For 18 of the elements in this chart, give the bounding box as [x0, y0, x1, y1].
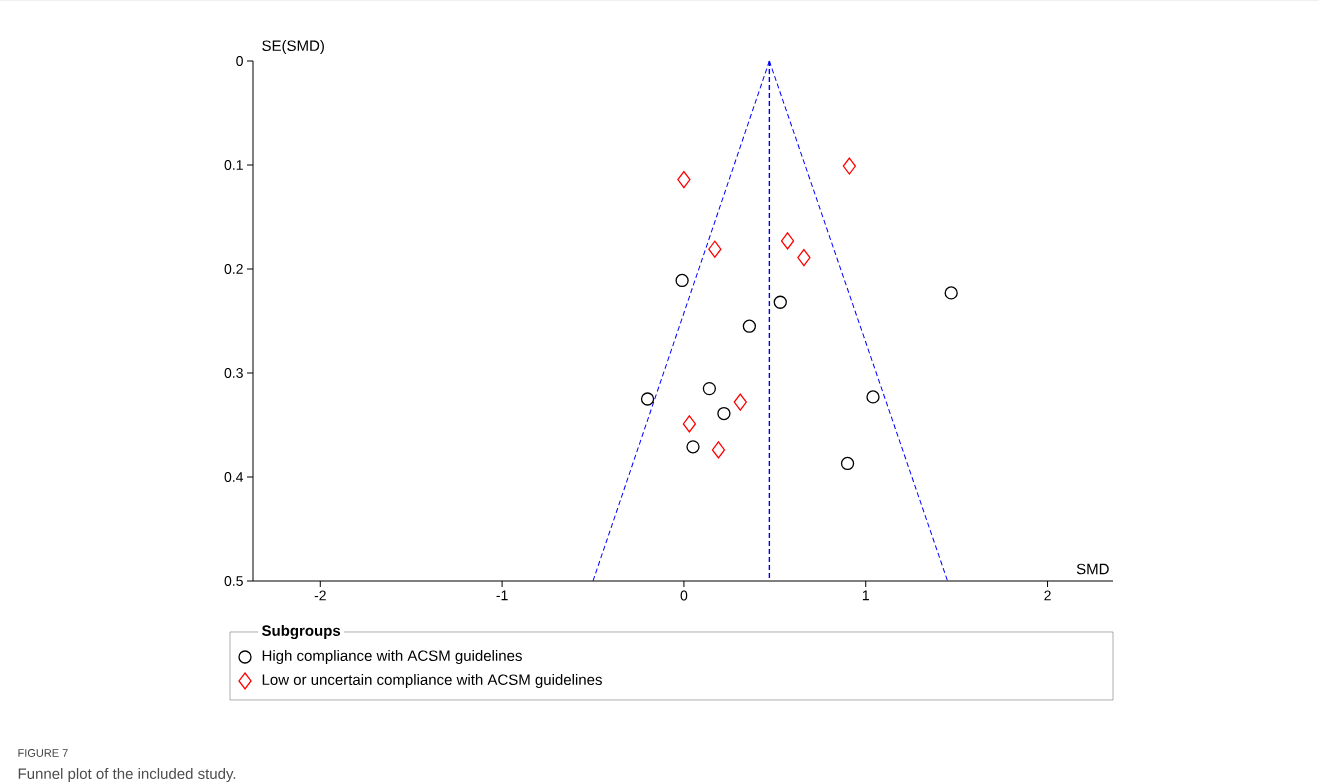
legend-label: High compliance with ACSM guidelines [262, 649, 522, 664]
caption: FIGURE 7 [18, 749, 68, 757]
y-tick-label: 0.4 [224, 472, 244, 482]
y-tick-label: 0.3 [224, 368, 243, 378]
y-tick-label: 0 [236, 56, 243, 66]
text: Funnel plot of the included study. [18, 767, 236, 782]
x-tick-label: -1 [496, 590, 508, 601]
legend-label: Low or uncertain compliance with ACSM guidelines [262, 673, 602, 688]
legend-title: Subgroups [261, 624, 341, 640]
y-axis-title: SE(SMD) [262, 40, 324, 54]
x-axis-title: SMD [1076, 563, 1109, 575]
y-tick-label: 0.5 [224, 576, 243, 586]
y-tick-label: 0.2 [224, 264, 243, 274]
x-tick-label: -2 [314, 590, 326, 601]
x-tick-label: 0 [680, 590, 688, 601]
y-tick-label: 0.1 [224, 160, 243, 170]
x-tick-label: 2 [1044, 590, 1051, 601]
x-tick-label: 1 [862, 590, 869, 601]
